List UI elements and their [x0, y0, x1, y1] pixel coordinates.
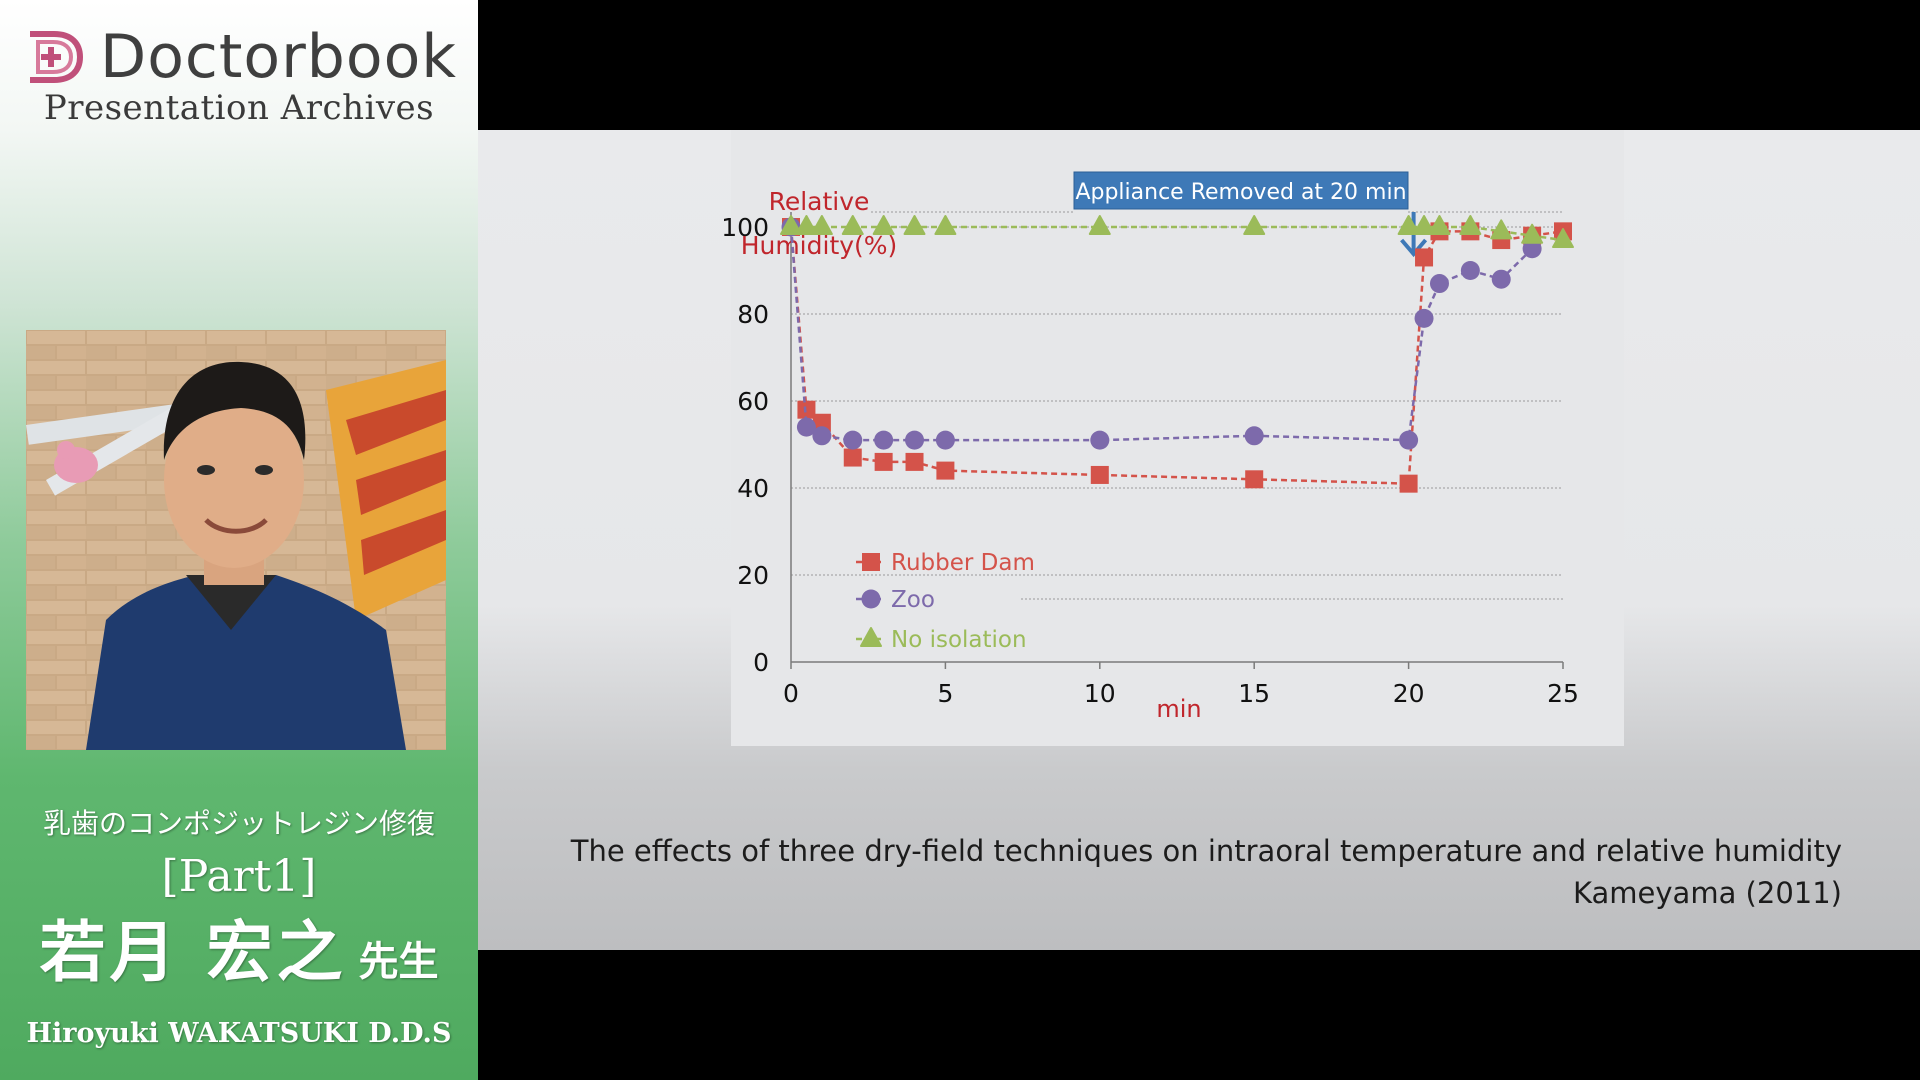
data-point-rubber-dam-8: [1245, 470, 1264, 489]
y-axis-label-line2: Humidity(%): [741, 231, 898, 260]
data-point-no-isolation-15: [1552, 228, 1574, 249]
data-point-rubber-dam-5: [905, 452, 924, 471]
y-tick-label-20: 20: [737, 561, 769, 590]
legend-label-rubber-dam: Rubber Dam: [891, 550, 1035, 576]
y-tick-label-60: 60: [737, 387, 769, 416]
data-point-zoo-4: [874, 430, 894, 450]
data-point-no-isolation-1: [795, 215, 818, 235]
data-point-no-isolation-5: [903, 215, 926, 235]
lecture-info: 乳歯のコンポジットレジン修復 [Part1] 若月 宏之 先生 Hiroyuki …: [0, 800, 478, 1049]
lecture-title: 乳歯のコンポジットレジン修復: [42, 807, 435, 840]
brand-name: Doctorbook: [100, 22, 458, 92]
annotation-arrow-icon: [1400, 238, 1428, 258]
slide-caption: The effects of three dry-field technique…: [571, 830, 1842, 914]
data-point-no-isolation-3: [841, 215, 864, 235]
data-point-rubber-dam-1: [797, 400, 816, 419]
sidebar: Doctorbook Presentation Archives: [0, 0, 478, 1080]
data-point-rubber-dam-4: [874, 452, 893, 471]
speaker-name-jp: 若月 宏之: [39, 913, 347, 991]
series-line-no-isolation: [791, 225, 1564, 242]
y-axis-label-line1: Relative: [769, 187, 870, 216]
legend-label-zoo: Zoo: [891, 587, 935, 613]
data-point-no-isolation-0: [780, 215, 802, 235]
data-point-no-isolation-4: [872, 215, 895, 235]
annotation-text: Appliance Removed at 20 min: [1075, 180, 1406, 205]
data-point-no-isolation-8: [1243, 215, 1266, 235]
legend-label-no-isolation: No isolation: [891, 627, 1027, 653]
data-point-zoo-10: [1414, 308, 1434, 328]
y-tick-label-100: 100: [721, 213, 769, 242]
data-point-zoo-3: [843, 430, 863, 450]
data-point-no-isolation-13: [1490, 219, 1513, 240]
data-point-zoo-11: [1429, 274, 1449, 294]
data-point-rubber-dam-6: [936, 461, 955, 480]
x-tick-label-25: 25: [1547, 679, 1579, 708]
lecture-part: [Part1]: [161, 851, 317, 902]
series-line-rubber-dam: [789, 226, 1564, 485]
speaker-photo: [26, 330, 446, 750]
y-tick-label-0: 0: [753, 648, 769, 677]
data-point-rubber-dam-9: [1399, 474, 1418, 493]
data-point-no-isolation-2: [810, 215, 833, 235]
data-point-no-isolation-9: [1397, 215, 1420, 235]
speaker-name-en: Hiroyuki WAKATSUKI D.D.S: [26, 1018, 452, 1049]
doctorbook-logo-icon: [30, 31, 83, 83]
data-point-no-isolation-11: [1428, 215, 1451, 235]
y-tick-label-40: 40: [737, 474, 769, 503]
data-point-zoo-5: [905, 430, 925, 450]
data-point-zoo-7: [1090, 430, 1110, 450]
y-tick-label-80: 80: [737, 300, 769, 329]
chart-panel: 0 20 40 60 80 100 0 5 10 15 20 25 Relative Humidity(%…: [721, 130, 1624, 746]
legend-marker-no-isolation: [860, 627, 882, 647]
data-point-rubber-dam-3: [843, 448, 862, 467]
data-point-zoo-14: [1522, 239, 1542, 259]
brand-subtitle: Presentation Archives: [43, 88, 435, 128]
x-tick-label-15: 15: [1238, 679, 1270, 708]
data-point-zoo-12: [1460, 261, 1480, 280]
speaker-honorific: 先生: [358, 938, 439, 985]
x-tick-label-10: 10: [1084, 679, 1116, 708]
x-tick-label-5: 5: [937, 679, 953, 708]
data-point-no-isolation-14: [1521, 223, 1544, 244]
data-point-rubber-dam-10: [1415, 248, 1434, 267]
x-tick-label-20: 20: [1393, 679, 1425, 708]
caption-title: The effects of three dry-field technique…: [570, 834, 1842, 868]
data-point-zoo-9: [1399, 430, 1419, 450]
brand-logo: Doctorbook: [24, 24, 457, 90]
humidity-chart: 0 20 40 60 80 100 0 5 10 15 20 25 Relative Humidity(%…: [721, 171, 1579, 723]
data-point-no-isolation-12: [1459, 215, 1482, 235]
presentation-slide: 0 20 40 60 80 100 0 5 10 15 20 25 Relative Humidity(%…: [478, 130, 1920, 950]
x-axis-label: min: [1156, 695, 1201, 723]
data-point-zoo-2: [812, 426, 832, 446]
data-point-no-isolation-10: [1413, 215, 1436, 235]
x-tick-label-0: 0: [783, 679, 799, 708]
annotation-box: [1073, 171, 1409, 210]
data-point-rubber-dam-2: [812, 413, 831, 432]
legend-marker-rubber-dam: [862, 553, 880, 571]
data-point-zoo-8: [1244, 426, 1264, 446]
legend-marker-zoo: [861, 589, 881, 609]
caption-citation: Kameyama (2011): [1573, 876, 1842, 910]
data-point-zoo-13: [1491, 269, 1511, 289]
data-point-no-isolation-7: [1088, 215, 1111, 235]
data-point-zoo-1: [796, 417, 816, 437]
speaker-name-row: 若月 宏之 先生: [0, 912, 478, 1010]
data-point-zoo-6: [935, 430, 955, 450]
data-point-rubber-dam-7: [1090, 465, 1109, 484]
data-point-no-isolation-6: [934, 215, 957, 235]
